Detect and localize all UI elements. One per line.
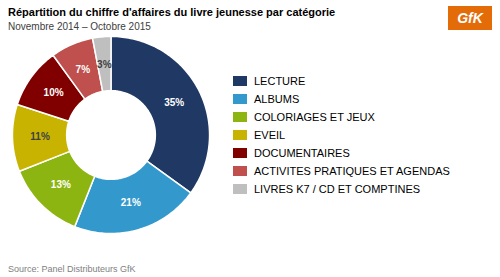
svg-text:11%: 11% — [30, 131, 50, 142]
html-text:Novembre 2014 – Octobre 2015: Novembre 2014 – Octobre 2015 — [8, 21, 151, 32]
html-text:Source: Panel Distributeurs Gf: Source: Panel Distributeurs GfK — [8, 264, 136, 274]
html-text:LECTURE: LECTURE — [254, 74, 306, 87]
svg-text:3%: 3% — [97, 59, 112, 70]
html-text:GfK: GfK — [457, 10, 483, 26]
html-text:ALBUMS: ALBUMS — [254, 92, 300, 105]
html-text:LIVRES K7 / CD ET COMPTINES: LIVRES K7 / CD ET COMPTINES — [254, 182, 421, 195]
html-text:COLORIAGES ET JEUX: COLORIAGES ET JEUX — [254, 110, 375, 123]
svg-text:7%: 7% — [76, 64, 91, 75]
svg-text:13%: 13% — [51, 179, 71, 190]
svg-text:21%: 21% — [121, 197, 141, 208]
html-text:ACTIVITES PRATIQUES ET AGENDAS: ACTIVITES PRATIQUES ET AGENDAS — [254, 164, 450, 177]
html-text:DOCUMENTAIRES: DOCUMENTAIRES — [254, 146, 350, 159]
html-text:Répartition du chiffre d'affai: Répartition du chiffre d'affaires du liv… — [8, 6, 336, 18]
svg-text:10%: 10% — [44, 87, 64, 98]
html-text:EVEIL: EVEIL — [254, 128, 286, 141]
svg-text:35%: 35% — [164, 97, 184, 108]
